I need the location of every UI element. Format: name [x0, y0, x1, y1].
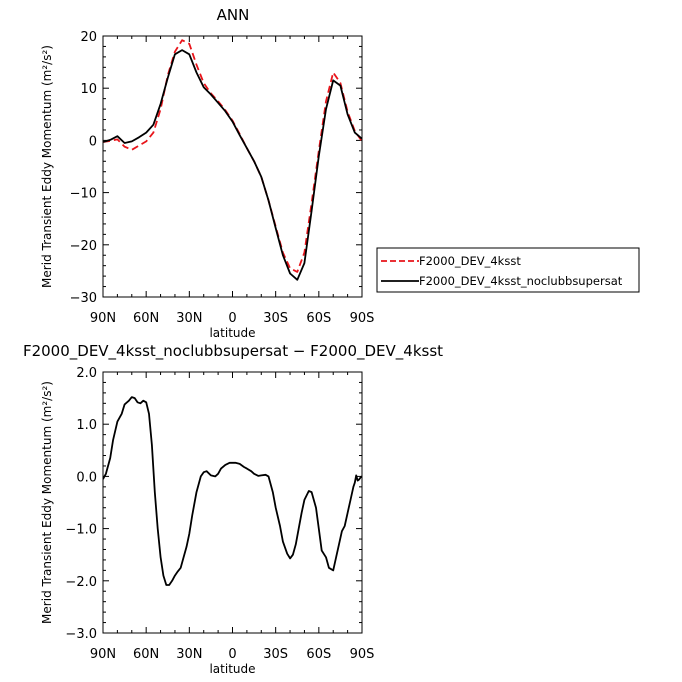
y-tick-label: −20	[70, 239, 97, 254]
x-tick-label: 30N	[176, 311, 202, 326]
legend-label: F2000_DEV_4ksst_noclubbsupersat	[419, 274, 623, 288]
y-tick-label: 10	[80, 82, 97, 97]
series-line-2	[103, 49, 362, 281]
y-axis-label: Merid Transient Eddy Momentum (m²/s²)	[40, 45, 54, 288]
y-tick-label: −30	[70, 291, 97, 306]
x-tick-label: 90S	[350, 647, 375, 662]
chart-panel-2: F2000_DEV_4ksst_noclubbsupersat − F2000_…	[23, 342, 443, 676]
plot-frame	[102, 35, 363, 298]
chart-panel-1: ANN 90N 60N 30N 0 30S 60S 90S 20 10 0 −10 −20 −30 lati…	[40, 6, 640, 340]
x-tick-label: 90N	[90, 647, 116, 662]
x-tick-label: 30S	[263, 311, 288, 326]
x-tick-label: 60N	[133, 311, 159, 326]
x-tick-label: 60N	[133, 647, 159, 662]
y-tick-label: 0	[89, 134, 97, 149]
x-tick-label: 60S	[306, 311, 331, 326]
y-tick-label: 20	[80, 30, 97, 45]
x-axis-label: latitude	[209, 662, 255, 676]
plot-frame	[102, 371, 363, 634]
y-tick-label: −3.0	[65, 627, 97, 642]
x-axis-label: latitude	[209, 326, 255, 340]
legend-label: F2000_DEV_4ksst	[419, 254, 521, 268]
series-line-1	[103, 39, 362, 273]
y-tick-label: −2.0	[65, 575, 97, 590]
x-tick-label: 30N	[176, 647, 202, 662]
chart-title: ANN	[217, 6, 250, 24]
y-tick-label: 1.0	[76, 418, 97, 433]
series-line-1	[103, 396, 362, 586]
y-tick-label: 2.0	[76, 366, 97, 381]
chart-title: F2000_DEV_4ksst_noclubbsupersat − F2000_…	[23, 342, 443, 361]
y-axis-label: Merid Transient Eddy Momentum (m²/s²)	[40, 381, 54, 624]
y-tick-label: −1.0	[65, 523, 97, 538]
x-tick-label: 60S	[306, 647, 331, 662]
x-tick-label: 0	[228, 647, 236, 662]
x-tick-label: 90S	[350, 311, 375, 326]
x-tick-label: 90N	[90, 311, 116, 326]
legend-box	[376, 247, 640, 293]
y-tick-label: −10	[70, 187, 97, 202]
x-tick-label: 0	[228, 311, 236, 326]
x-tick-label: 30S	[263, 647, 288, 662]
y-tick-label: 0.0	[76, 470, 97, 485]
